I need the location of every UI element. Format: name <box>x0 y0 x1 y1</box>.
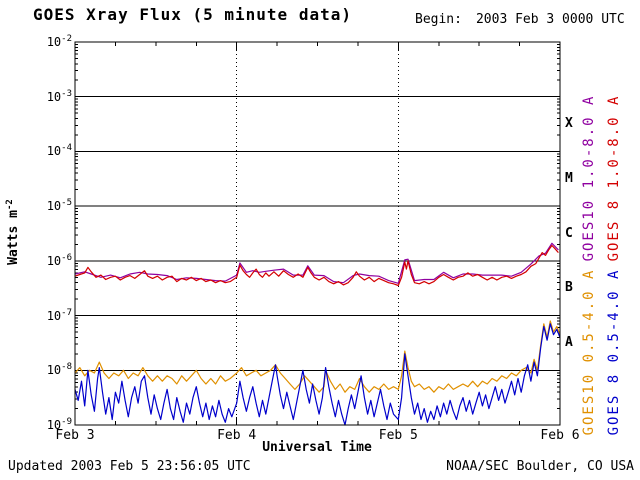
y-tick-label: 10-5 <box>24 198 72 213</box>
y-tick-base: 10 <box>46 253 62 268</box>
chart-title: GOES Xray Flux (5 minute data) <box>33 5 352 24</box>
y-tick-label: 10-2 <box>24 34 72 49</box>
y-tick-exponent: -4 <box>61 143 72 154</box>
source-text: NOAA/SEC Boulder, CO USA <box>446 459 634 474</box>
y-tick-base: 10 <box>46 35 62 49</box>
legend-goes8-long-channel: GOES 8 1.0-8.0 A <box>606 94 622 262</box>
y-tick-exponent: -5 <box>61 198 72 209</box>
legend-goes10-short-channel: GOES10 0.5-4.0 A <box>581 268 597 436</box>
flare-class-label-c: C <box>565 225 573 241</box>
flare-class-label-b: B <box>565 280 573 296</box>
legend-goes10-long-channel: GOES10 1.0-8.0 A <box>581 94 597 262</box>
y-tick-exponent: -7 <box>61 307 72 318</box>
updated-text: Updated 2003 Feb 5 23:56:05 UTC <box>8 459 251 474</box>
y-axis-label: Watts m-2 <box>5 199 21 265</box>
flare-class-label-x: X <box>565 116 573 132</box>
y-tick-base: 10 <box>46 418 62 432</box>
x-axis-label: Universal Time <box>262 440 372 455</box>
y-axis-label-base: Watts m <box>6 210 22 265</box>
y-tick-base: 10 <box>46 144 62 159</box>
y-tick-base: 10 <box>46 308 62 323</box>
y-tick-base: 10 <box>46 199 62 214</box>
flare-class-label-a: A <box>565 334 573 350</box>
y-tick-exponent: -8 <box>61 362 72 373</box>
y-tick-base: 10 <box>46 363 62 378</box>
begin-label: Begin: <box>415 12 462 27</box>
begin-value: 2003 Feb 3 0000 UTC <box>475 12 625 27</box>
flare-class-label-m: M <box>565 170 573 186</box>
x-tick-label: Feb 5 <box>378 428 418 443</box>
x-tick-label: Feb 3 <box>55 428 95 443</box>
y-tick-label: 10-3 <box>24 89 72 104</box>
begin-line: Begin: 2003 Feb 3 0000 UTC <box>415 12 625 27</box>
x-tick-label: Feb 4 <box>217 428 257 443</box>
legend-goes8-short-channel: GOES 8 0.5-4.0 A <box>606 268 622 436</box>
y-tick-exponent: -3 <box>61 88 72 99</box>
y-tick-label: 10-6 <box>24 253 72 268</box>
y-tick-exponent: -2 <box>61 34 72 44</box>
y-axis-label-exponent: -2 <box>4 199 15 211</box>
y-tick-exponent: -9 <box>61 417 72 427</box>
y-tick-exponent: -6 <box>61 252 72 263</box>
y-tick-base: 10 <box>46 89 62 104</box>
x-tick-label: Feb 6 <box>540 428 580 443</box>
y-tick-label: 10-9 <box>24 417 72 432</box>
y-tick-label: 10-8 <box>24 362 72 377</box>
y-tick-label: 10-7 <box>24 308 72 323</box>
y-tick-label: 10-4 <box>24 143 72 158</box>
